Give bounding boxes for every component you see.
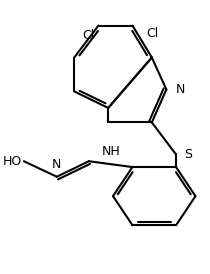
Text: HO: HO [3, 155, 22, 168]
Text: S: S [184, 148, 192, 161]
Text: N: N [176, 83, 185, 96]
Text: Cl: Cl [83, 29, 95, 42]
Text: N: N [52, 158, 62, 171]
Text: NH: NH [101, 145, 120, 158]
Text: Cl: Cl [146, 27, 158, 40]
